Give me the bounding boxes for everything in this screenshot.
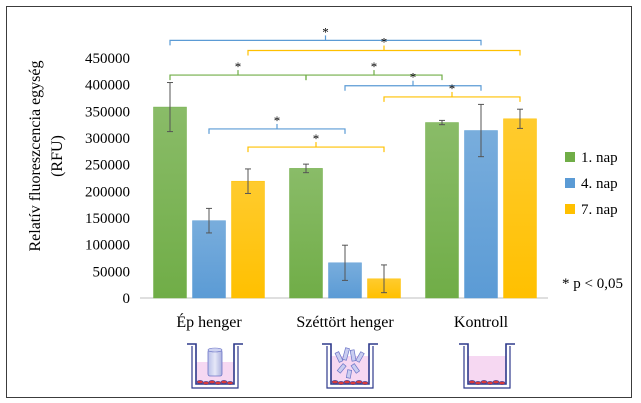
bar-3-2 (464, 130, 498, 299)
error-bar-3-3 (517, 108, 523, 129)
y-tick-label: 200000 (85, 184, 130, 200)
error-bar-3-1 (439, 119, 445, 126)
y-tick-label: 250000 (85, 158, 130, 174)
control-well-icon (459, 343, 515, 389)
bar-1-1 (153, 106, 187, 299)
significance-star: * (410, 70, 417, 85)
error-bar-1-2 (206, 207, 212, 234)
error-bars (167, 82, 523, 294)
error-bar-3-2 (478, 103, 484, 158)
legend-label: 4. nap (581, 176, 618, 192)
significance-bracket-5: * (344, 70, 482, 91)
significance-star: * (313, 131, 320, 146)
bar-2-1 (289, 168, 323, 299)
bar-1-3 (231, 180, 265, 299)
legend-swatch (565, 178, 575, 188)
bar-3-3 (503, 118, 537, 299)
y-tick-label: 450000 (85, 51, 130, 67)
error-bar-1-3 (245, 168, 251, 194)
bar-3-1 (425, 122, 459, 299)
significance-star: * (322, 24, 329, 39)
significance-bracket-2: * (247, 35, 521, 56)
significance-bracket-6: * (383, 81, 521, 102)
y-tick-label: 0 (123, 291, 131, 307)
x-category-label-1: Ép henger (176, 312, 242, 331)
x-axis-category-labels: Ép henger Széttört henger Kontroll (176, 312, 508, 331)
y-tick-label: 50000 (93, 264, 131, 280)
y-tick-label: 100000 (85, 238, 130, 254)
significance-star: * (381, 35, 388, 50)
significance-brackets: *** ***** (169, 24, 521, 153)
bar-1-2 (192, 220, 226, 299)
legend-label: 1. nap (581, 150, 618, 166)
significance-star: * (449, 81, 456, 96)
significance-bracket-4: * (305, 59, 443, 81)
legend-label: 7. nap (581, 202, 618, 218)
significance-bracket-8: * (247, 131, 385, 153)
y-axis-label-line-2: (RFU) (49, 135, 66, 177)
y-axis-label-line-1: Relatív fluoreszcencia egység (27, 60, 44, 251)
intact-cylinder-well-icon (187, 343, 243, 389)
y-tick-label: 350000 (85, 104, 130, 120)
legend-swatch (565, 204, 575, 214)
legend-item-3: 7. nap (565, 202, 618, 218)
significance-star: * (274, 113, 281, 128)
error-bar-2-2 (342, 244, 348, 281)
error-bar-2-3 (381, 264, 387, 294)
y-tick-label: 150000 (85, 211, 130, 227)
significance-bracket-7: * (208, 113, 346, 134)
legend: 1. nap 4. nap 7. nap (565, 150, 618, 218)
bars (153, 106, 537, 299)
error-bar-1-1 (167, 82, 173, 133)
x-category-label-2: Széttört henger (296, 314, 394, 331)
significance-star: * (235, 59, 242, 74)
error-bar-2-1 (303, 163, 309, 174)
significance-bracket-1: * (169, 24, 482, 46)
legend-swatch (565, 152, 575, 162)
significance-star: * (371, 59, 378, 74)
significance-bracket-3: * (169, 59, 307, 81)
x-category-label-3: Kontroll (454, 314, 509, 331)
significance-note: * p < 0,05 (562, 276, 623, 292)
y-axis-label: Relatív fluoreszcencia egység (RFU) (27, 60, 66, 251)
y-axis-ticks: 0 50000 100000 150000 200000 250000 300000 3500… (85, 51, 130, 307)
y-tick-label: 400000 (85, 78, 130, 94)
legend-item-2: 4. nap (565, 176, 618, 192)
broken-cylinder-well-icon (322, 343, 378, 389)
legend-item-1: 1. nap (565, 150, 618, 166)
y-tick-label: 300000 (85, 131, 130, 147)
chart-frame (6, 6, 632, 398)
